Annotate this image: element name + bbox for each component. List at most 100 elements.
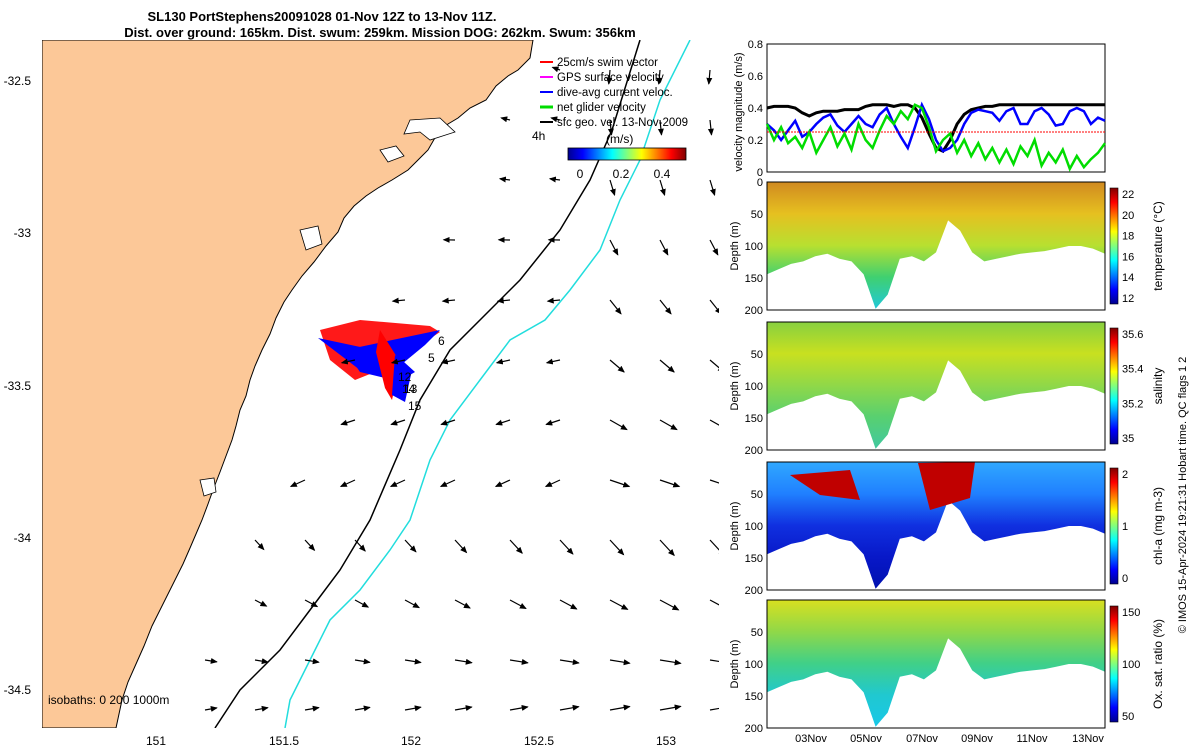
temperature-ctick: 20: [1122, 210, 1134, 222]
velocity-arrow: [659, 539, 675, 557]
salinity-ctick: 35: [1122, 433, 1134, 445]
oxygen-field: [767, 600, 1105, 727]
track-label-13: 13: [404, 382, 418, 396]
velocity-arrow: [550, 116, 561, 123]
velocity-arrow: [709, 299, 719, 315]
velocity-arrow: [609, 419, 628, 431]
temperature-ytick: 50: [751, 209, 763, 221]
heatmap-oxygen: Depth (m) 50 100 150 200 150 100 50 Ox. sat. rat…: [729, 599, 1165, 735]
velocity-arrow: [551, 66, 561, 73]
velocity-arrow: [709, 239, 719, 256]
velocity-arrow: [548, 176, 561, 183]
velocity-arrow: [607, 119, 614, 136]
colorbar-tick-2: 0.4: [654, 167, 671, 181]
oxygen-ctick: 50: [1122, 711, 1134, 723]
velocity-arrow: [545, 358, 561, 365]
series-line-net-glider-velocity: [765, 103, 1107, 172]
velocity-arrow: [709, 539, 719, 557]
chlorophyll-ctick: 2: [1122, 469, 1128, 481]
oxygen-ytick: 150: [745, 691, 763, 703]
velocity-arrow: [709, 179, 716, 197]
velocity-arrow: [304, 599, 319, 608]
chlorophyll-ytick: 100: [745, 521, 763, 533]
copyright-footer: © IMOS 15-Apr-2024 19:21:31 Hobart time.…: [1177, 357, 1189, 634]
salinity-ytick: 200: [745, 445, 763, 457]
velocity-arrow: [606, 69, 613, 85]
chlorophyll-ctick: 0: [1122, 573, 1128, 585]
salinity-field: [767, 322, 1105, 449]
lon-tick-1: 151.5: [269, 734, 299, 748]
velocity-arrow: [609, 359, 625, 373]
legend-net-glider-velocity: net glider velocity: [557, 102, 646, 114]
velocity-arrow: [390, 419, 406, 426]
salinity-ytick: 150: [745, 413, 763, 425]
velocity-arrow: [659, 479, 681, 488]
velocity-arrow: [254, 539, 265, 551]
velocity-arrow: [496, 297, 511, 304]
velocity-arrow: [709, 659, 719, 663]
velocity-arrow: [509, 539, 523, 554]
velocity-chart: 0 0.2 0.4 0.6 0.8 velocity magnitude (m/…: [733, 39, 1107, 179]
velocity-arrow: [546, 297, 561, 304]
legend-gps-surface-velocity: GPS surface velocity: [557, 72, 664, 84]
velocity-arrow: [495, 419, 511, 426]
velocity-arrow: [454, 705, 473, 712]
velocity-arrow: [340, 358, 356, 365]
isobath-200: [214, 40, 641, 728]
velocity-arrow: [494, 479, 511, 488]
velocity-arrow: [354, 539, 366, 552]
velocity-arrow: [441, 297, 456, 304]
oxygen-ytick: 50: [751, 627, 763, 639]
vel-ytick-2: 0.4: [748, 103, 763, 115]
legend-dive-avg-current: dive-avg current veloc.: [557, 87, 673, 99]
temperature-colorbar: [1109, 187, 1119, 305]
chlorophyll-ytick: 50: [751, 489, 763, 501]
temperature-ctick: 16: [1122, 251, 1134, 263]
isobath-label: isobaths: 0 200 1000m: [48, 693, 169, 707]
velocity-arrow: [509, 599, 527, 610]
velocity-colorbar: [567, 147, 687, 161]
salinity-ytick: 50: [751, 349, 763, 361]
salinity-clabel: salinity: [1151, 368, 1165, 405]
track-label-14: 14: [402, 382, 416, 396]
velocity-arrow: [440, 419, 456, 426]
map-panel: 12 13 14 15 5 6 -32.5 -33 -33.5 -34 -34.…: [4, 40, 719, 748]
salinity-ctick: 35.4: [1122, 364, 1143, 376]
velocity-arrow: [289, 479, 306, 488]
colorbar-unit: (m/s): [606, 132, 633, 146]
temperature-ytick: 200: [745, 305, 763, 317]
glider-track: [318, 320, 440, 402]
velocity-arrow: [609, 539, 625, 556]
velocity-arrow: [609, 479, 631, 488]
temperature-ctick: 18: [1122, 231, 1134, 243]
velocity-arrow: [659, 299, 672, 315]
velocity-arrow: [389, 479, 406, 488]
velocity-arrow: [404, 658, 422, 665]
velocity-arrow: [454, 599, 471, 609]
colorbar-tick-0: 0: [577, 167, 584, 181]
velocity-arrow: [509, 658, 529, 665]
oxygen-ytick: 100: [745, 659, 763, 671]
velocity-arrow: [609, 179, 616, 197]
oxygen-ylabel: Depth (m): [729, 640, 741, 689]
lat-tick-1: -33: [14, 226, 32, 240]
heatmap-salinity: Depth (m) 50 100 150 200 35.6 35.4 35.2 35 salini…: [729, 321, 1165, 457]
velocity-arrow: [304, 539, 316, 552]
temperature-ylabel: Depth (m): [729, 222, 741, 271]
velocity-arrow: [340, 419, 356, 426]
sfc-geostrophic-velocity-field: [204, 66, 719, 712]
velocity-arrow: [709, 479, 719, 484]
velocity-arrow: [440, 358, 456, 365]
velocity-arrow: [391, 297, 406, 304]
velocity-arrow: [544, 479, 561, 488]
temperature-ytick: 100: [745, 241, 763, 253]
temperature-ctick: 14: [1122, 272, 1134, 284]
chlorophyll-ytick: 150: [745, 553, 763, 565]
map-legend: 25cm/s swim vector GPS surface velocity …: [532, 57, 688, 181]
temperature-field: [767, 182, 1105, 309]
velocity-arrow: [709, 359, 719, 373]
velocity-arrow: [659, 359, 675, 373]
lat-tick-3: -34: [14, 531, 32, 545]
time-tick-1: 05Nov: [850, 733, 882, 745]
